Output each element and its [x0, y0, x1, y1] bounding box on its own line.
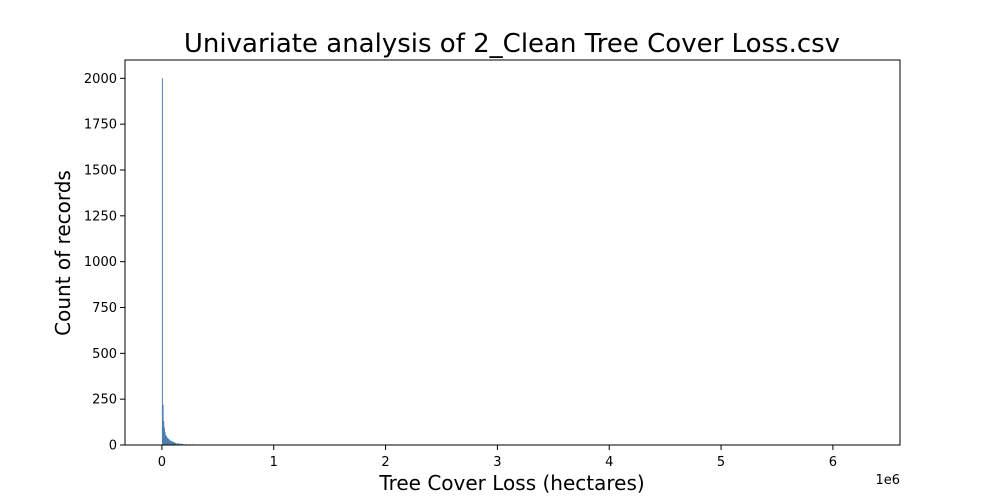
y-tick-label: 1500 — [84, 164, 117, 179]
histogram-bar — [165, 434, 167, 445]
y-tick-label: 750 — [92, 301, 117, 316]
x-tick-label: 5 — [717, 455, 725, 470]
histogram-bar — [169, 440, 171, 445]
histogram-bar — [173, 442, 175, 445]
y-tick-label: 500 — [92, 347, 117, 362]
histogram-bar — [164, 432, 166, 445]
histogram-bar — [161, 78, 163, 445]
plot-frame — [124, 59, 901, 446]
x-tick-label: 1 — [270, 455, 278, 470]
y-tick-label: 2000 — [84, 72, 117, 87]
histogram-bar — [172, 441, 174, 445]
x-tick-label: 3 — [493, 455, 501, 470]
histogram-bar — [169, 440, 171, 445]
x-tick-label: 0 — [158, 455, 166, 470]
y-tick-label: 1250 — [84, 209, 117, 224]
y-tick-label: 250 — [92, 393, 117, 408]
bars-group — [161, 78, 236, 445]
histogram-bar — [171, 441, 173, 445]
chart-title: Univariate analysis of 2_Clean Tree Cove… — [184, 29, 840, 59]
histogram-bar — [176, 443, 178, 445]
x-axis-ticks: 0 1 2 3 4 5 6 — [158, 445, 837, 470]
histogram-bar — [170, 440, 172, 445]
histogram-bar — [182, 443, 184, 445]
x-tick-label: 4 — [605, 455, 613, 470]
histogram-bar — [163, 421, 165, 445]
x-tick-label: 6 — [829, 455, 837, 470]
histogram-bar — [179, 443, 181, 445]
y-axis-ticks: 0 250 500 750 1000 1250 1500 1750 2000 — [84, 72, 125, 454]
histogram-bar — [175, 442, 177, 445]
histogram-bar — [162, 404, 164, 445]
y-tick-label: 1000 — [84, 255, 117, 270]
histogram-bar — [168, 439, 170, 445]
y-axis-label: Count of records — [51, 170, 75, 336]
y-tick-label: 1750 — [84, 118, 117, 133]
x-axis-label: Tree Cover Loss (hectares) — [378, 471, 644, 495]
histogram-bar — [163, 427, 165, 445]
histogram-bar — [167, 438, 169, 445]
y-tick-label: 0 — [109, 439, 117, 454]
histogram-bar — [173, 442, 175, 445]
histogram-bar — [165, 436, 167, 445]
histogram-bar — [178, 443, 180, 445]
histogram-bar — [180, 443, 182, 445]
histogram-bar — [166, 437, 168, 445]
histogram-bar — [167, 438, 169, 445]
histogram-bar — [174, 442, 176, 445]
x-tick-label: 2 — [381, 455, 389, 470]
x-axis-offset-label: 1e6 — [875, 473, 900, 488]
histogram-bar — [171, 441, 173, 445]
